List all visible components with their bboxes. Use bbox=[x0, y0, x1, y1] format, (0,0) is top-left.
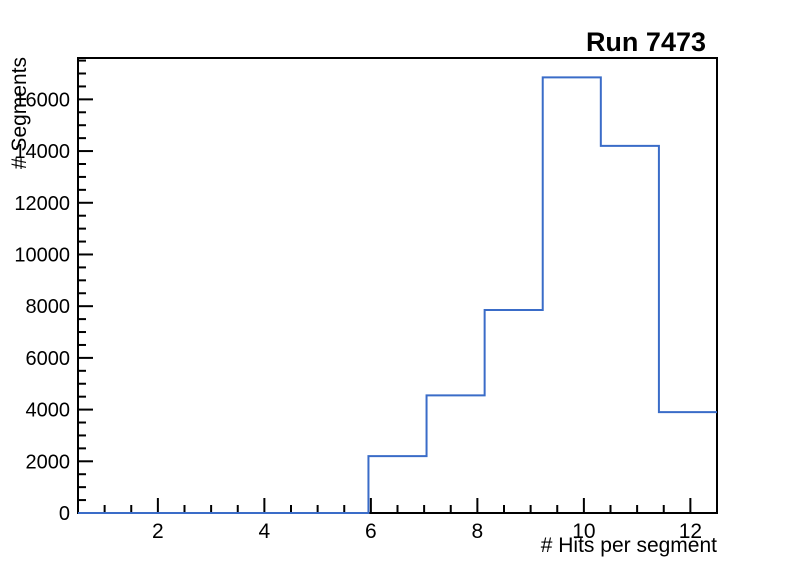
y-tick-label: 16000 bbox=[14, 89, 70, 111]
y-tick-label: 4000 bbox=[26, 400, 71, 422]
x-tick-label: 6 bbox=[365, 520, 377, 543]
y-tick-label: 0 bbox=[59, 503, 70, 525]
x-tick-label: 8 bbox=[472, 520, 484, 543]
x-tick-label: 10 bbox=[572, 520, 595, 543]
x-tick-label: 12 bbox=[679, 520, 702, 543]
y-tick-label: 14000 bbox=[14, 141, 70, 163]
plot-frame bbox=[77, 57, 718, 514]
x-tick-label: 4 bbox=[259, 520, 271, 543]
x-axis-label: # Hits per segment bbox=[540, 534, 717, 557]
histogram-line bbox=[78, 76, 717, 514]
y-tick-label: 8000 bbox=[26, 296, 71, 318]
y-tick-label: 12000 bbox=[14, 193, 70, 215]
y-tick-label: 2000 bbox=[26, 451, 71, 473]
y-tick-label: 10000 bbox=[14, 244, 70, 266]
chart-title: Run 7473 bbox=[585, 27, 706, 57]
y-tick-label: 6000 bbox=[26, 348, 71, 370]
x-tick-label: 2 bbox=[152, 520, 164, 543]
y-axis-label: # Segments bbox=[8, 57, 31, 170]
